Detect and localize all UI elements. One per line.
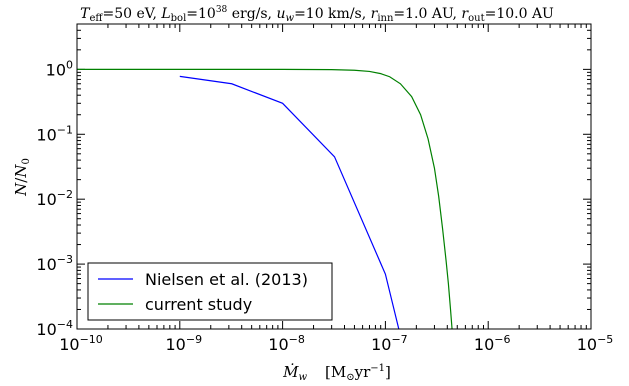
y-tick-label-exp: 0 bbox=[66, 58, 73, 71]
plot-frame bbox=[76, 23, 592, 330]
x-tick-label-exp: −9 bbox=[186, 333, 202, 346]
x-tick-label-base: 10 bbox=[474, 335, 494, 354]
x-tick-label: 10−5 bbox=[577, 333, 614, 354]
x-tick-label-exp: −10 bbox=[80, 333, 103, 346]
y-tick-label: 10−4 bbox=[36, 318, 73, 339]
x-tick-label: 10−6 bbox=[474, 333, 511, 354]
x-axis-label: Ṁw [M⊙yr−1] bbox=[282, 363, 391, 383]
x-tick-label-base: 10 bbox=[59, 335, 79, 354]
x-tick-label-base: 10 bbox=[268, 335, 288, 354]
y-axis-label: N/N0 bbox=[12, 158, 32, 197]
y-tick-label: 10−1 bbox=[36, 123, 73, 144]
x-tick-label: 10−7 bbox=[371, 333, 408, 354]
x-tick-label-base: 10 bbox=[371, 335, 391, 354]
y-tick-label-base: 10 bbox=[36, 190, 56, 209]
y-tick-label-exp: −3 bbox=[57, 253, 73, 266]
legend-box bbox=[87, 262, 333, 321]
x-tick-label-exp: −7 bbox=[391, 333, 407, 346]
y-tick-label-base: 10 bbox=[46, 60, 66, 79]
y-tick-label: 100 bbox=[46, 58, 73, 79]
legend-label-0: Nielsen et al. (2013) bbox=[145, 270, 308, 289]
y-tick-label-base: 10 bbox=[36, 320, 56, 339]
x-tick-label-exp: −5 bbox=[597, 333, 613, 346]
x-tick-label: 10−8 bbox=[268, 333, 305, 354]
series-layer bbox=[77, 68, 453, 329]
x-tick-label-exp: −8 bbox=[289, 333, 305, 346]
x-tick-label-base: 10 bbox=[577, 335, 597, 354]
y-tick-label-exp: −4 bbox=[57, 318, 73, 331]
x-tick-label-exp: −6 bbox=[494, 333, 510, 346]
y-tick-label-exp: −1 bbox=[57, 123, 73, 136]
x-tick-label-base: 10 bbox=[166, 335, 186, 354]
ticks: 10−10 10−9 10−8 10−7 10−6 10−510−410−310−210−… bbox=[36, 23, 614, 354]
y-tick-label: 10−3 bbox=[36, 253, 73, 274]
x-tick-label: 10−9 bbox=[166, 333, 203, 354]
x-tick-label: 10−10 bbox=[59, 333, 103, 354]
y-tick-label-base: 10 bbox=[36, 125, 56, 144]
chart-title: Teff=50 eV, Lbol=1038 erg/s, uw=10 km/s,… bbox=[80, 5, 554, 24]
y-tick-label-exp: −2 bbox=[57, 188, 73, 201]
series-line-1 bbox=[77, 68, 453, 329]
legend: Nielsen et al. (2013) current study bbox=[87, 262, 333, 321]
y-tick-label: 10−2 bbox=[36, 188, 73, 209]
series-line-0 bbox=[179, 75, 400, 329]
y-tick-label-base: 10 bbox=[36, 255, 56, 274]
legend-label-1: current study bbox=[145, 295, 252, 314]
